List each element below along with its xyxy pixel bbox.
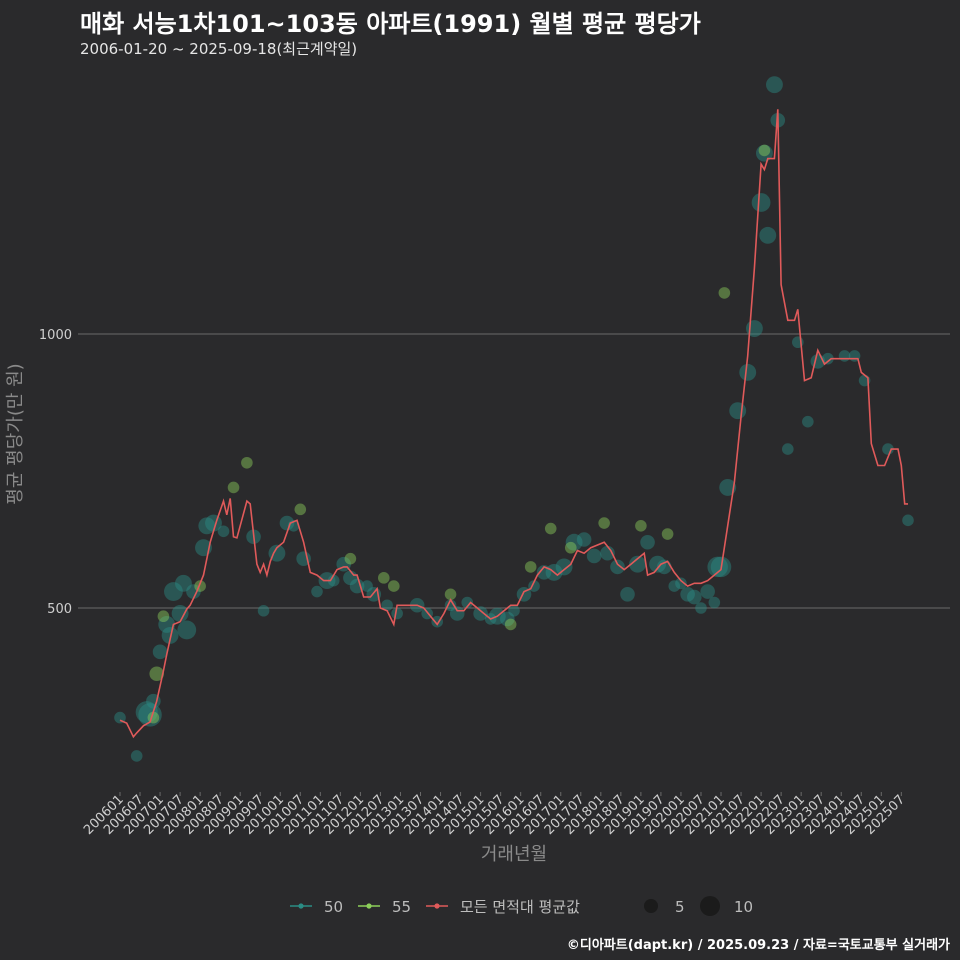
scatter-point-55 — [294, 503, 307, 516]
scatter-point-55 — [718, 287, 731, 299]
scatter-point-50 — [675, 577, 687, 590]
scatter-point-55 — [387, 580, 400, 592]
scatter-point-50 — [620, 587, 635, 602]
scatter-point-50 — [186, 584, 201, 599]
scatter-point-55 — [661, 528, 674, 540]
scatter-point-50 — [802, 415, 814, 428]
scatter-point-50 — [500, 611, 515, 627]
grid-lines — [78, 333, 950, 609]
footer-credit: ©디아파트(dapt.kr) / 2025.09.23 / 자료=국토교통부 실… — [566, 938, 950, 953]
scatter-point-55 — [504, 618, 517, 631]
legend-dot-모든 면적대 평균값 — [434, 903, 440, 909]
x-axis-title: 거래년월 — [481, 844, 547, 865]
scatter-point-50 — [695, 602, 707, 614]
scatter-point-50 — [739, 363, 757, 381]
scatter-point-50 — [311, 585, 323, 598]
chart-title: 매화 서능1차101~103동 아파트(1991) 월별 평균 평당가 — [80, 10, 701, 38]
scatter-point-50 — [640, 534, 655, 550]
scatter-point-55 — [544, 522, 557, 535]
scatter-point-50 — [759, 226, 777, 244]
scatter-point-50 — [198, 517, 216, 535]
scatter-point-50 — [586, 548, 602, 564]
scatter-point-50 — [361, 580, 373, 592]
scatter-point-50 — [700, 584, 715, 599]
size-legend-circle — [700, 896, 720, 916]
legend-label-55: 55 — [392, 898, 411, 916]
scatter-point-55 — [344, 552, 357, 565]
size-legend-circle — [644, 899, 658, 913]
scatter-point-50 — [257, 604, 270, 617]
scatter-point-50 — [822, 352, 834, 365]
scatter-point-50 — [171, 605, 189, 622]
scatter-point-55 — [524, 561, 537, 573]
scatter-point-50 — [680, 587, 695, 602]
scatter-point-50 — [279, 515, 295, 531]
scatter-point-50 — [719, 479, 737, 496]
scatter-point-50 — [600, 545, 615, 561]
scatter-point-50 — [381, 599, 393, 612]
scatter-point-50 — [576, 532, 592, 547]
scatter-point-50 — [729, 402, 747, 420]
scatter-point-50 — [461, 596, 474, 609]
scatter-point-50 — [175, 574, 192, 592]
scatter-point-55 — [444, 588, 457, 601]
scatter-point-50 — [138, 703, 162, 727]
scatter-point-50 — [217, 525, 230, 538]
scatter-point-55 — [377, 572, 390, 584]
scatter-point-50 — [751, 193, 771, 212]
scatter-point-55 — [635, 520, 647, 532]
scatter-point-55 — [227, 481, 240, 494]
scatter-point-50 — [114, 711, 126, 724]
legend-dot-50 — [298, 903, 304, 909]
scatter-point-50 — [508, 604, 520, 617]
scatter-point-50 — [668, 580, 681, 592]
scatter-point-55 — [149, 666, 165, 682]
scatter-point-50 — [152, 644, 168, 660]
x-axis-ticks: 2006012006072007012007072008012008072009… — [81, 792, 908, 838]
scatter-point-50 — [177, 620, 197, 640]
scatter-point-50 — [343, 570, 358, 586]
scatter-point-50 — [391, 607, 403, 620]
size-legend-label: 5 — [675, 898, 685, 916]
legend-label-모든 면적대 평균값: 모든 면적대 평균값 — [460, 898, 580, 916]
scatter-point-50 — [327, 574, 340, 587]
scatter-point-50 — [449, 606, 465, 621]
scatter-point-50 — [444, 599, 457, 612]
scatter-point-50 — [781, 443, 794, 455]
scatter-point-55 — [598, 517, 610, 529]
chart-subtitle: 2006-01-20 ~ 2025-09-18(최근계약일) — [80, 40, 358, 58]
average-price-line — [119, 109, 908, 739]
y-axis-ticks: 500 1000 — [39, 328, 72, 617]
scatter-points — [114, 76, 914, 762]
legend-dot-55 — [366, 903, 372, 909]
scatter-point-50 — [708, 596, 721, 609]
scatter-point-50 — [610, 559, 625, 575]
scatter-point-50 — [555, 558, 573, 576]
legend-label-50: 50 — [324, 898, 343, 916]
scatter-point-55 — [564, 541, 577, 554]
scatter-point-50 — [130, 750, 143, 762]
scatter-point-50 — [649, 555, 667, 573]
scatter-point-50 — [745, 320, 763, 337]
scatter-point-50 — [902, 514, 914, 527]
scatter-point-50 — [158, 616, 176, 633]
scatter-point-50 — [164, 582, 183, 601]
scatter-point-50 — [629, 555, 646, 573]
y-tick-label: 500 — [47, 602, 72, 617]
size-legend-label: 10 — [734, 898, 753, 916]
scatter-point-50 — [565, 533, 583, 551]
scatter-point-50 — [473, 606, 488, 621]
scatter-point-50 — [161, 626, 179, 644]
scatter-point-55 — [241, 456, 253, 469]
legend: 50 55 모든 면적대 평균값 5 10 — [290, 896, 753, 916]
y-tick-label: 1000 — [39, 328, 72, 343]
scatter-point-50 — [766, 76, 783, 94]
scatter-point-55 — [758, 144, 771, 157]
scatter-point-55 — [157, 610, 170, 623]
scatter-point-50 — [687, 589, 702, 605]
scatter-point-50 — [838, 350, 851, 362]
y-axis-title: 평균 평당가(만 원) — [5, 363, 26, 504]
scatter-point-50 — [755, 144, 773, 162]
